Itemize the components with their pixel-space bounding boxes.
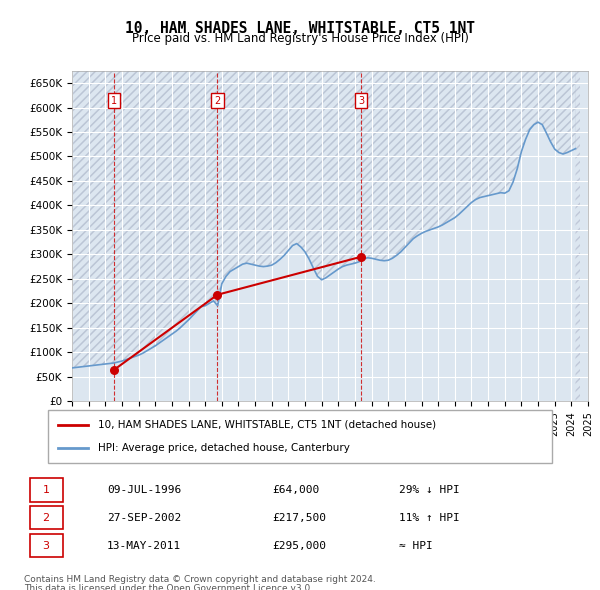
Text: Contains HM Land Registry data © Crown copyright and database right 2024.: Contains HM Land Registry data © Crown c… xyxy=(24,575,376,584)
FancyBboxPatch shape xyxy=(29,534,62,557)
Point xyxy=(356,252,366,261)
Point xyxy=(212,290,222,300)
Text: 11% ↑ HPI: 11% ↑ HPI xyxy=(400,513,460,523)
Text: 1: 1 xyxy=(111,96,117,106)
Text: ≈ HPI: ≈ HPI xyxy=(400,540,433,550)
Text: 09-JUL-1996: 09-JUL-1996 xyxy=(107,485,181,495)
Text: 27-SEP-2002: 27-SEP-2002 xyxy=(107,513,181,523)
FancyBboxPatch shape xyxy=(29,478,62,501)
Text: 2: 2 xyxy=(214,96,221,106)
Text: 13-MAY-2011: 13-MAY-2011 xyxy=(107,540,181,550)
Text: Price paid vs. HM Land Registry's House Price Index (HPI): Price paid vs. HM Land Registry's House … xyxy=(131,32,469,45)
Text: HPI: Average price, detached house, Canterbury: HPI: Average price, detached house, Cant… xyxy=(98,443,350,453)
Text: £217,500: £217,500 xyxy=(272,513,326,523)
Point xyxy=(109,365,119,375)
Text: £64,000: £64,000 xyxy=(272,485,320,495)
Text: This data is licensed under the Open Government Licence v3.0.: This data is licensed under the Open Gov… xyxy=(24,584,313,590)
Text: 1: 1 xyxy=(43,485,50,495)
Text: £295,000: £295,000 xyxy=(272,540,326,550)
Text: 3: 3 xyxy=(43,540,50,550)
Text: 10, HAM SHADES LANE, WHITSTABLE, CT5 1NT: 10, HAM SHADES LANE, WHITSTABLE, CT5 1NT xyxy=(125,21,475,35)
FancyBboxPatch shape xyxy=(29,506,62,529)
FancyBboxPatch shape xyxy=(48,410,552,463)
Text: 29% ↓ HPI: 29% ↓ HPI xyxy=(400,485,460,495)
Text: 2: 2 xyxy=(43,513,50,523)
Text: 10, HAM SHADES LANE, WHITSTABLE, CT5 1NT (detached house): 10, HAM SHADES LANE, WHITSTABLE, CT5 1NT… xyxy=(98,420,437,430)
Text: 3: 3 xyxy=(358,96,364,106)
